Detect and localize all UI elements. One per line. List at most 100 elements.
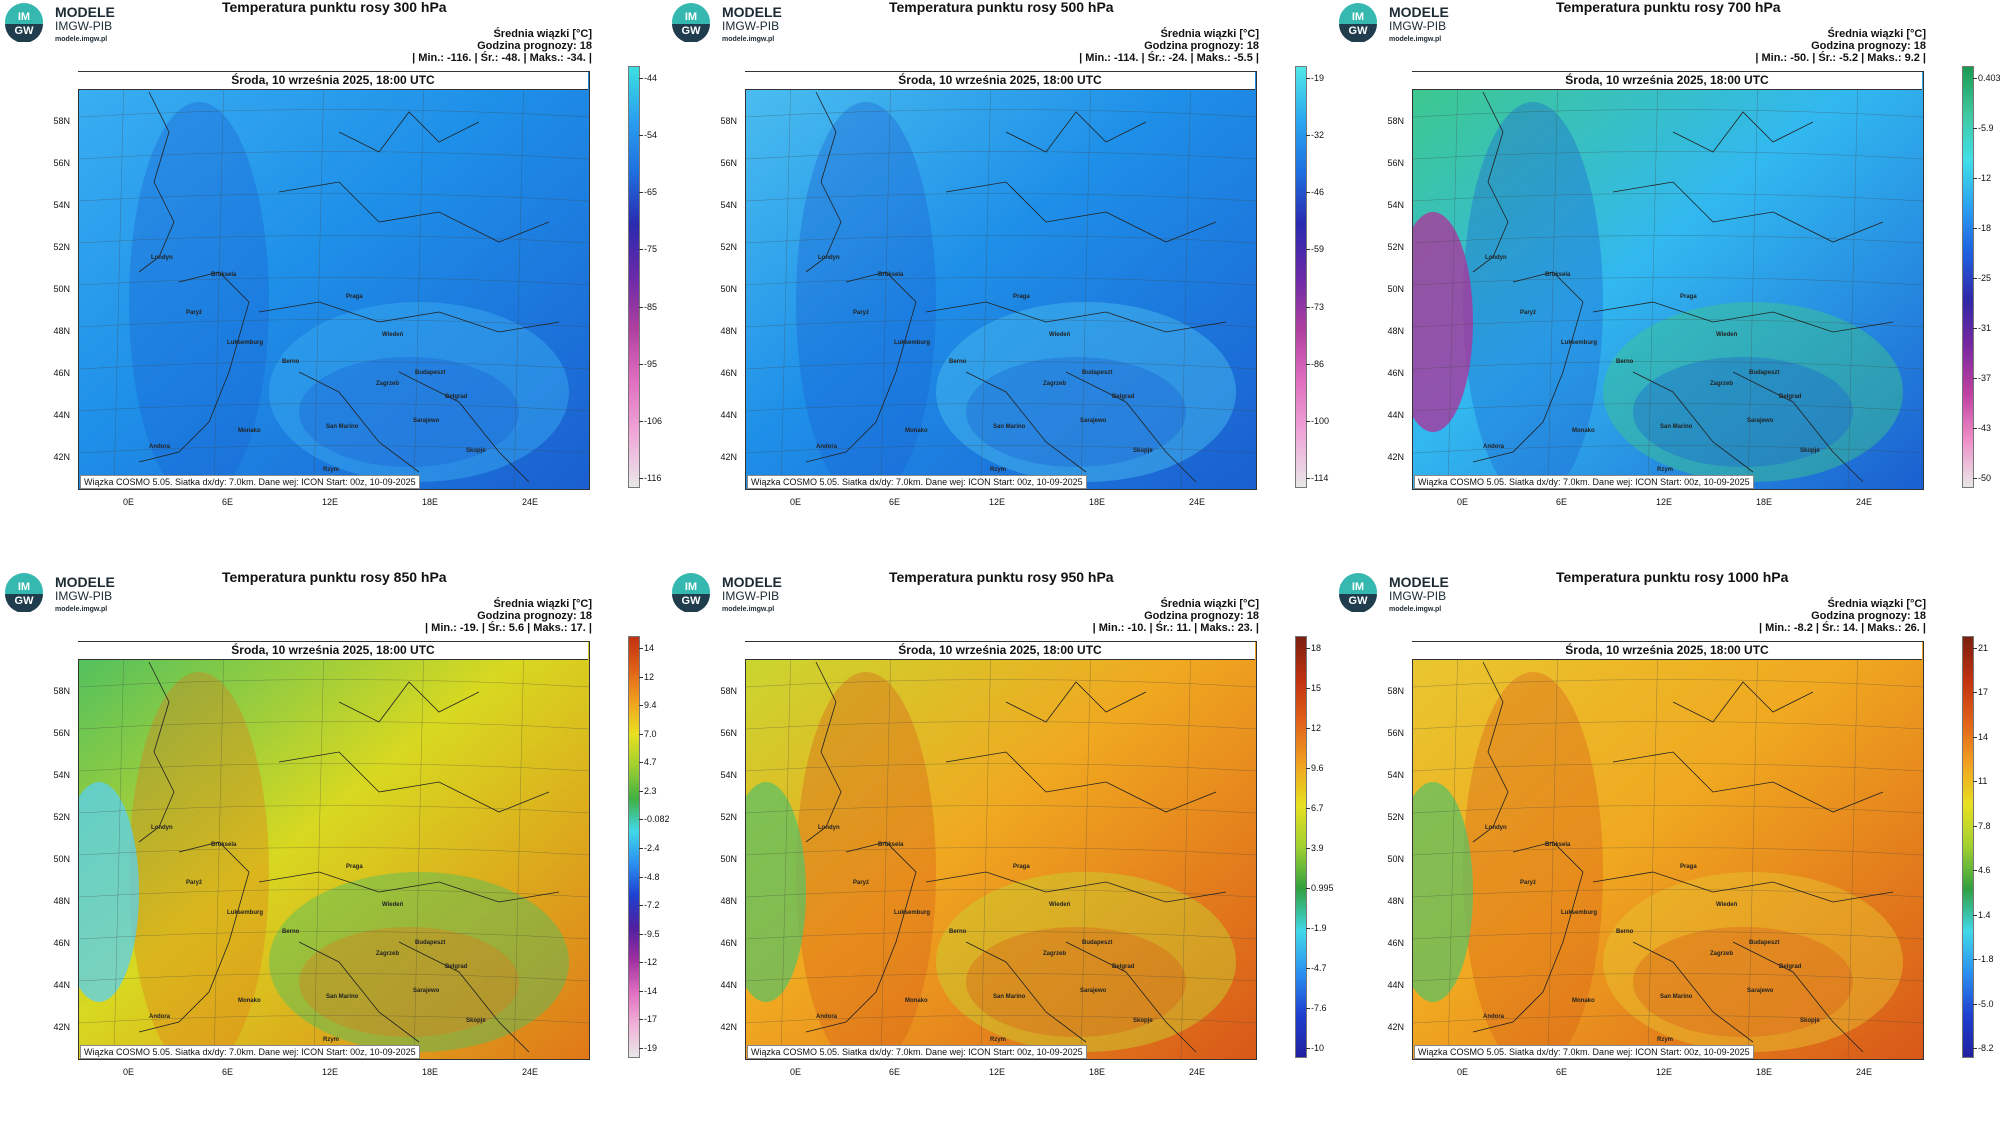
stats-forecast-hour: Godzina prognozy: 18 <box>1811 610 1926 622</box>
city-label: Skopje <box>466 448 486 454</box>
lat-label: 44N <box>53 980 70 990</box>
forecast-panel-p500: IM GW MODELE IMGW-PIB modele.imgw.pl Temperat… <box>667 0 1333 568</box>
colorbar-label: -5.0 <box>1978 999 1994 1009</box>
colorbar-label: 9.6 <box>1311 763 1324 773</box>
forecast-map[interactable]: Londyn Bruksela Paryż Luksemburg Praga Wiedeń… <box>1412 71 1924 490</box>
city-label: Sarajewo <box>1080 418 1107 424</box>
lat-label: 56N <box>53 728 70 738</box>
colorbar-tick <box>1306 421 1310 422</box>
colorbar-tick <box>639 78 643 79</box>
colorbar-tick <box>1306 688 1310 689</box>
city-label: Wiedeń <box>1716 332 1738 338</box>
lon-label: 6E <box>889 1067 901 1077</box>
lat-label: 48N <box>53 896 70 906</box>
imgw-logo-icon: IM GW <box>4 572 44 613</box>
forecast-panel-p1000: IM GW MODELE IMGW-PIB modele.imgw.pl Temperat… <box>1334 569 2000 1138</box>
city-label: Paryż <box>1520 880 1537 886</box>
lat-label: 44N <box>1387 980 1404 990</box>
panel-stats: Średnia wiązki [°C] Godzina prognozy: 18 |… <box>1759 598 1926 634</box>
city-label: Praga <box>346 864 363 870</box>
lat-label: 52N <box>720 242 737 252</box>
lat-label: 42N <box>720 452 737 462</box>
colorbar-label: -25 <box>1978 273 1992 283</box>
city-label: Monako <box>1572 428 1595 434</box>
lon-label: 24E <box>522 1067 539 1077</box>
forecast-map[interactable]: Londyn Bruksela Paryż Luksemburg Praga Wiedeń… <box>78 641 590 1060</box>
lon-label: 12E <box>1656 1067 1673 1077</box>
imgw-logo-icon: IM GW <box>671 2 711 43</box>
logo-line1: MODELE <box>55 574 115 590</box>
forecast-map[interactable]: Londyn Bruksela Paryż Luksemburg Praga Wiedeń… <box>745 641 1257 1060</box>
colorbar-tick <box>639 962 643 963</box>
forecast-date: Środa, 10 września 2025, 18:00 UTC <box>78 72 588 90</box>
stats-mean-label: Średnia wiązki [°C] <box>493 28 592 40</box>
lon-label: 12E <box>989 1067 1006 1077</box>
city-label: Praga <box>1680 294 1697 300</box>
city-label: Berno <box>1616 929 1634 935</box>
city-label: Luksemburg <box>1561 910 1598 916</box>
city-label: Wiedeń <box>1049 902 1071 908</box>
city-label: Luksemburg <box>227 340 264 346</box>
colorbar-tick <box>639 905 643 906</box>
lat-label: 56N <box>720 728 737 738</box>
city-label: Skopje <box>1133 448 1153 454</box>
city-label: Rzym <box>1657 467 1674 473</box>
colorbar-tick <box>1973 78 1977 79</box>
city-label: Andora <box>149 1014 170 1020</box>
colorbar-label: -17 <box>644 1014 658 1024</box>
colorbar-label: -19 <box>644 1043 658 1053</box>
logo-url: modele.imgw.pl <box>1389 36 1442 43</box>
logo-url: modele.imgw.pl <box>722 36 775 43</box>
lat-label: 58N <box>53 686 70 696</box>
city-label: Berno <box>949 929 967 935</box>
city-label: Belgrad <box>1112 394 1135 400</box>
city-label: Londyn <box>151 825 173 831</box>
colorbar-label: -114 <box>1311 473 1329 483</box>
colorbar-label: -44 <box>644 73 658 83</box>
city-label: San Marino <box>326 424 359 430</box>
city-label: Sarajewo <box>1747 418 1774 424</box>
colorbar-label: -65 <box>644 187 658 197</box>
forecast-map[interactable]: Londyn Bruksela Paryż Luksemburg Praga Wiedeń… <box>1412 641 1924 1060</box>
colorbar-tick <box>1973 178 1977 179</box>
logo-text: MODELE IMGW-PIB modele.imgw.pl <box>55 5 115 47</box>
forecast-map[interactable]: Londyn Bruksela Paryż Luksemburg Praga Wiedeń… <box>78 71 590 490</box>
city-label: Paryż <box>186 880 203 886</box>
stats-stats: | Min.: -50. | Śr.: -5.2 | Maks.: 9.2 | <box>1755 52 1926 64</box>
colorbar-tick <box>639 734 643 735</box>
city-label: Zagrzeb <box>1043 951 1067 957</box>
city-label: Andora <box>816 1014 837 1020</box>
lat-label: 44N <box>720 980 737 990</box>
colorbar-tick <box>1973 826 1977 827</box>
stats-stats: | Min.: -116. | Śr.: -48. | Maks.: -34. … <box>412 52 592 64</box>
stats-forecast-hour: Godzina prognozy: 18 <box>1811 40 1926 52</box>
city-label: Monako <box>1572 998 1595 1004</box>
logo-line1: MODELE <box>722 574 782 590</box>
lat-label: 54N <box>1387 770 1404 780</box>
lat-label: 46N <box>1387 938 1404 948</box>
colorbar <box>1962 636 1974 1058</box>
stats-forecast-hour: Godzina prognozy: 18 <box>477 40 592 52</box>
colorbar-tick <box>639 705 643 706</box>
svg-text:GW: GW <box>15 595 35 607</box>
city-label: Budapeszt <box>415 940 446 946</box>
lon-label: 24E <box>1189 1067 1206 1077</box>
logo-line2: IMGW-PIB <box>722 589 780 603</box>
forecast-map[interactable]: Londyn Bruksela Paryż Luksemburg Praga Wiedeń… <box>745 71 1257 490</box>
colorbar-label: -1.8 <box>1978 954 1994 964</box>
city-label: Skopje <box>466 1018 486 1024</box>
colorbar-label: -9.5 <box>644 929 660 939</box>
lon-label: 6E <box>222 1067 234 1077</box>
panel-stats: Średnia wiązki [°C] Godzina prognozy: 18 |… <box>1755 28 1926 64</box>
colorbar-tick <box>639 677 643 678</box>
colorbar-label: -10 <box>1311 1043 1325 1053</box>
stats-forecast-hour: Godzina prognozy: 18 <box>1144 610 1259 622</box>
lon-label: 6E <box>222 497 234 507</box>
logo-text: MODELE IMGW-PIB modele.imgw.pl <box>722 575 782 617</box>
colorbar-label: 6.7 <box>1311 803 1324 813</box>
colorbar-label: -59 <box>1311 244 1325 254</box>
panel-title: Temperatura punktu rosy 700 hPa <box>1556 0 1781 15</box>
lat-label: 50N <box>1387 854 1404 864</box>
lon-label: 6E <box>1556 497 1568 507</box>
colorbar-tick <box>639 762 643 763</box>
